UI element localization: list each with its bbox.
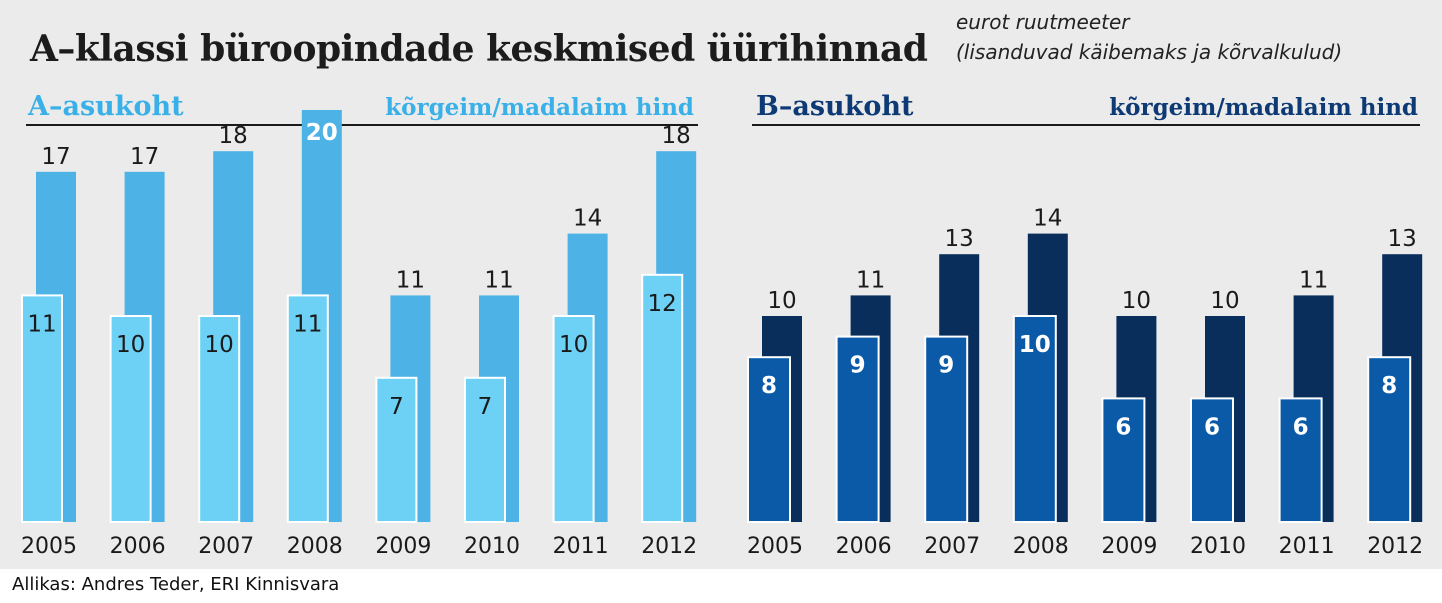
- year-label-a-2008: 2008: [287, 534, 343, 559]
- value-label-low-b-2009: 6: [1115, 414, 1131, 440]
- value-label-low-a-2010: 7: [478, 394, 493, 420]
- bar-low-a-2009: [375, 376, 418, 523]
- value-label-low-a-2006: 10: [116, 332, 145, 358]
- year-label-a-2009: 2009: [375, 534, 431, 559]
- value-label-high-b-2012: 13: [1388, 226, 1417, 252]
- value-label-high-a-2012: 18: [662, 123, 691, 149]
- year-label-b-2011: 2011: [1279, 534, 1335, 559]
- year-label-a-2012: 2012: [641, 534, 697, 559]
- value-label-low-b-2007: 9: [938, 353, 954, 379]
- value-label-low-a-2007: 10: [205, 332, 234, 358]
- value-label-low-b-2010: 6: [1204, 414, 1220, 440]
- bar-low-a-2005: [21, 294, 63, 523]
- value-label-high-a-2008: 20: [306, 120, 338, 146]
- year-label-a-2010: 2010: [464, 534, 520, 559]
- bar-charts: A–asukoht kõrgeim/madalaim hind 17 11 2005 17…: [21, 91, 1423, 559]
- value-label-low-b-2006: 9: [850, 353, 866, 379]
- unit-label: eurot ruutmeeter: [956, 10, 1130, 34]
- legend-label-a: kõrgeim/madalaim hind: [385, 94, 694, 121]
- panel-heading-a: A–asukoht: [27, 91, 184, 122]
- bar-low-a-2010: [464, 376, 506, 523]
- bar-low-b-2007: [924, 335, 969, 523]
- value-label-low-b-2012: 8: [1381, 373, 1397, 399]
- bar-low-b-2012: [1367, 356, 1412, 524]
- value-label-low-a-2008: 11: [293, 311, 322, 337]
- year-label-b-2008: 2008: [1013, 534, 1069, 559]
- value-label-high-a-2007: 18: [219, 123, 248, 149]
- unit-note: (lisanduvad käibemaks ja kõrvalkulud): [956, 40, 1343, 64]
- bar-low-b-2008: [1012, 315, 1057, 523]
- source-note: Allikas: Andres Teder, ERI Kinnisvara: [12, 574, 340, 595]
- year-label-a-2006: 2006: [110, 534, 166, 559]
- value-label-high-a-2010: 11: [484, 267, 513, 293]
- year-label-b-2006: 2006: [836, 534, 892, 559]
- bar-low-a-2008: [286, 294, 329, 523]
- bar-low-a-2006: [109, 315, 152, 523]
- year-label-b-2010: 2010: [1190, 534, 1246, 559]
- bar-low-a-2007: [198, 315, 241, 523]
- year-label-a-2007: 2007: [198, 534, 254, 559]
- year-label-b-2009: 2009: [1101, 534, 1157, 559]
- value-label-high-b-2009: 10: [1122, 288, 1151, 314]
- value-label-high-b-2007: 13: [945, 226, 974, 252]
- value-label-low-b-2011: 6: [1293, 414, 1309, 440]
- chart-title: A–klassi büroopindade keskmised üürihinn…: [30, 28, 928, 70]
- bar-low-b-2005: [747, 356, 791, 524]
- value-label-low-a-2012: 12: [648, 291, 677, 317]
- legend-label-b: kõrgeim/madalaim hind: [1109, 94, 1418, 121]
- year-label-b-2007: 2007: [924, 534, 980, 559]
- value-label-low-a-2011: 10: [559, 332, 588, 358]
- bar-low-b-2006: [835, 335, 880, 523]
- year-label-a-2005: 2005: [21, 534, 77, 559]
- bar-low-b-2011: [1278, 397, 1323, 523]
- value-label-high-a-2011: 14: [573, 206, 602, 232]
- value-label-high-a-2005: 17: [41, 144, 70, 170]
- year-label-b-2005: 2005: [747, 534, 803, 559]
- bar-low-a-2011: [552, 315, 595, 523]
- bar-low-b-2010: [1190, 397, 1234, 523]
- value-label-high-a-2006: 17: [130, 144, 159, 170]
- value-label-high-b-2005: 10: [767, 288, 796, 314]
- value-label-low-a-2005: 11: [27, 311, 56, 337]
- year-label-a-2011: 2011: [553, 534, 609, 559]
- year-label-b-2012: 2012: [1367, 534, 1423, 559]
- bar-low-b-2009: [1101, 397, 1146, 523]
- value-label-low-b-2008: 10: [1019, 332, 1051, 358]
- value-label-high-a-2009: 11: [396, 267, 425, 293]
- value-label-high-b-2008: 14: [1033, 206, 1062, 232]
- value-label-high-b-2011: 11: [1299, 267, 1328, 293]
- value-label-low-b-2005: 8: [761, 373, 777, 399]
- panel-heading-b: B–asukoht: [756, 91, 914, 122]
- value-label-high-b-2006: 11: [856, 267, 885, 293]
- value-label-high-b-2010: 10: [1210, 288, 1239, 314]
- value-label-low-a-2009: 7: [389, 394, 404, 420]
- bar-low-a-2012: [641, 273, 684, 523]
